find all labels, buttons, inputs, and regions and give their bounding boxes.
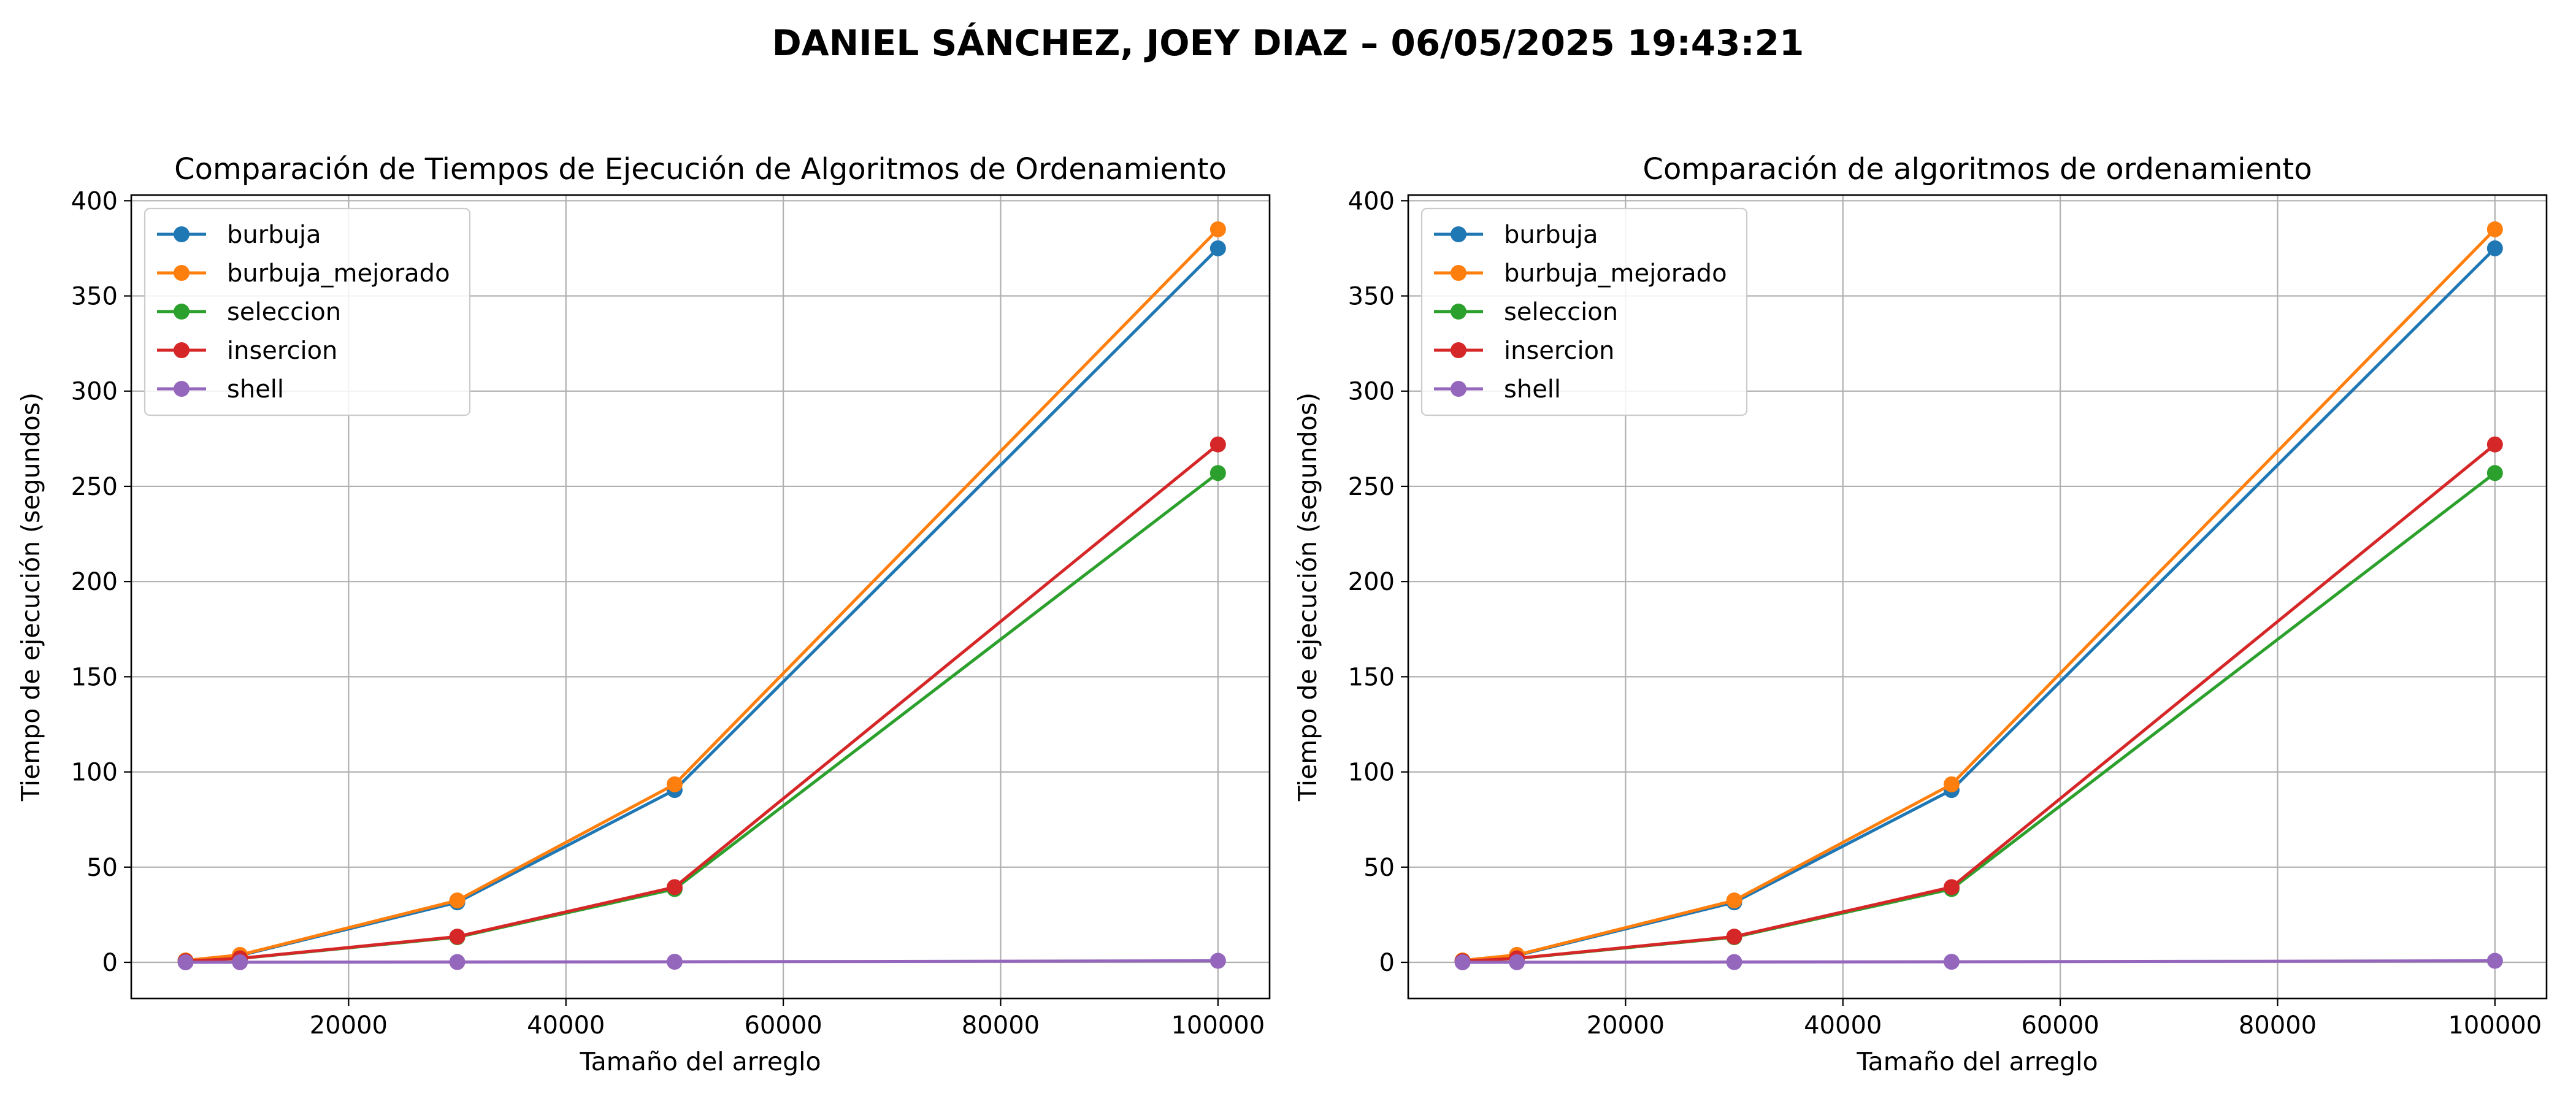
- series-line-shell: [185, 959, 1218, 964]
- data-point-seleccion: [2486, 465, 2503, 481]
- y-tick-label: 350: [71, 283, 118, 311]
- data-point-insercion: [666, 879, 683, 895]
- y-tick-label: 50: [1363, 854, 1395, 882]
- x-tick-label: 100000: [2448, 1011, 2542, 1040]
- y-tick-label: 300: [71, 378, 118, 406]
- data-point-shell: [1454, 954, 1471, 970]
- data-point-burbuja_mejorado: [666, 776, 683, 792]
- legend-label: burbuja: [1504, 221, 1598, 249]
- x-tick-label: 60000: [2021, 1011, 2099, 1040]
- legend-swatch-marker: [174, 342, 190, 358]
- data-point-shell: [232, 954, 248, 970]
- series-line-seleccion: [1462, 472, 2496, 963]
- legend-label: burbuja_mejorado: [1504, 259, 1727, 288]
- legend-swatch-marker: [174, 226, 190, 242]
- chart-right: 20000 40000 60000 80000 100000 0 50 100 150 200 25…: [1293, 152, 2548, 1076]
- x-tick-label: 20000: [1587, 1011, 1665, 1040]
- legend-swatch-marker: [174, 304, 190, 320]
- data-point-insercion: [1726, 929, 1742, 945]
- y-tick-label: 400: [71, 187, 118, 215]
- y-tick-label: 100: [1348, 759, 1395, 787]
- data-point-shell: [1726, 954, 1742, 970]
- legend-label: burbuja: [227, 221, 321, 249]
- data-point-burbuja_mejorado: [449, 892, 466, 909]
- y-tick-label: 300: [1348, 378, 1395, 406]
- y-axis-label: Tiempo de ejecución (segundos): [16, 393, 45, 802]
- legend-swatch-marker: [1451, 226, 1466, 242]
- y-tick-label: 150: [71, 663, 118, 691]
- y-tick-label: 150: [1348, 663, 1395, 691]
- legend-swatch-marker: [174, 265, 190, 281]
- x-axis-label: Tamaño del arreglo: [1856, 1047, 2098, 1076]
- legend-swatch-marker: [1451, 381, 1466, 397]
- legend-swatch-marker: [1451, 342, 1466, 358]
- x-axis-label: Tamaño del arreglo: [579, 1047, 821, 1076]
- legend-swatch-marker: [1451, 265, 1466, 281]
- legend-swatch-marker: [174, 381, 190, 397]
- data-point-burbuja_mejorado: [1209, 221, 1226, 237]
- plot-frame: [130, 194, 1271, 1000]
- legend-label: shell: [227, 375, 284, 404]
- data-point-insercion: [449, 929, 466, 945]
- data-point-burbuja: [2486, 240, 2503, 256]
- legend-label: shell: [1504, 375, 1561, 404]
- series-line-seleccion: [185, 472, 1219, 963]
- legend-label: seleccion: [227, 298, 341, 326]
- x-tick-label: 40000: [527, 1011, 605, 1040]
- legend-label: burbuja_mejorado: [227, 259, 450, 288]
- chart-title: Comparación de Tiempos de Ejecución de A…: [174, 152, 1227, 186]
- y-tick-label: 350: [1348, 283, 1395, 311]
- y-tick-label: 200: [1348, 568, 1395, 596]
- y-tick-label: 100: [71, 759, 118, 787]
- legend-label: insercion: [1504, 337, 1614, 365]
- data-point-shell: [449, 954, 466, 970]
- data-point-burbuja_mejorado: [2486, 221, 2503, 237]
- y-tick-label: 250: [1348, 473, 1395, 501]
- series-line-insercion: [185, 443, 1219, 963]
- data-point-insercion: [1943, 879, 1960, 895]
- y-tick-label: 0: [1379, 949, 1395, 977]
- data-point-shell: [666, 954, 683, 970]
- figure-title: DANIEL SÁNCHEZ, JOEY DIAZ – 06/05/2025 1…: [772, 22, 1804, 64]
- x-tick-label: 80000: [962, 1011, 1040, 1040]
- legend-swatch-marker: [1451, 304, 1466, 320]
- data-point-seleccion: [1209, 465, 1226, 481]
- y-tick-label: 250: [71, 473, 118, 501]
- x-tick-label: 80000: [2239, 1011, 2317, 1040]
- x-tick-label: 60000: [744, 1011, 822, 1040]
- data-point-burbuja: [1209, 240, 1226, 256]
- series-line-shell: [1462, 959, 2495, 964]
- y-axis-label: Tiempo de ejecución (segundos): [1293, 393, 1322, 802]
- legend-box: [144, 207, 471, 416]
- data-point-insercion: [2486, 436, 2503, 453]
- y-tick-label: 200: [71, 568, 118, 596]
- data-point-shell: [177, 954, 194, 970]
- y-tick-label: 50: [86, 854, 118, 882]
- data-point-shell: [1509, 954, 1525, 970]
- legend-box: [1420, 207, 1748, 416]
- data-point-burbuja_mejorado: [1943, 776, 1960, 792]
- y-tick-label: 0: [102, 949, 118, 977]
- plot-frame: [1407, 194, 2548, 1000]
- data-point-shell: [1943, 954, 1960, 970]
- data-point-burbuja_mejorado: [1726, 892, 1742, 909]
- data-point-insercion: [1209, 436, 1226, 453]
- legend-label: seleccion: [1504, 298, 1618, 326]
- data-point-shell: [2486, 953, 2503, 969]
- x-tick-label: 20000: [310, 1011, 388, 1040]
- data-point-shell: [1209, 953, 1226, 969]
- legend-label: insercion: [227, 337, 337, 365]
- chart-title: Comparación de algoritmos de ordenamient…: [1643, 152, 2312, 186]
- x-tick-label: 100000: [1171, 1011, 1265, 1040]
- x-tick-label: 40000: [1804, 1011, 1882, 1040]
- y-tick-label: 400: [1348, 187, 1395, 215]
- chart-left: 20000 40000 60000 80000 100000 0 50 100 150 200 25…: [16, 152, 1271, 1076]
- series-line-insercion: [1462, 443, 2496, 963]
